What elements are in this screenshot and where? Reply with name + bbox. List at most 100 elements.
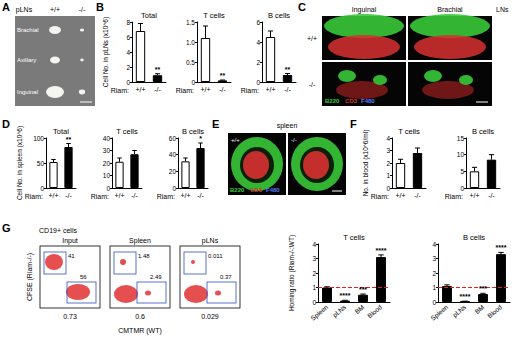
- svg-text:6: 6: [256, 19, 260, 26]
- svg-text:3: 3: [312, 255, 316, 262]
- svg-text:0.6: 0.6: [135, 313, 145, 320]
- svg-text:2: 2: [386, 160, 390, 167]
- svg-text:***: ***: [479, 285, 487, 292]
- svg-text:0.029: 0.029: [201, 313, 219, 320]
- svg-text:pLNs: pLNs: [451, 303, 468, 319]
- svg-text:2: 2: [126, 64, 130, 71]
- svg-text:Riam:: Riam:: [157, 193, 175, 200]
- svg-text:0: 0: [106, 185, 110, 192]
- svg-text:Riam:: Riam:: [25, 193, 43, 200]
- svg-text:+/+: +/+: [307, 35, 317, 42]
- svg-text:F480: F480: [361, 98, 375, 104]
- svg-text:+/+: +/+: [231, 137, 240, 143]
- svg-text:**: **: [155, 66, 161, 73]
- svg-text:CD3: CD3: [250, 187, 263, 193]
- svg-text:T cells: T cells: [398, 127, 420, 136]
- svg-text:4: 4: [386, 135, 390, 142]
- svg-text:+/+: +/+: [395, 192, 405, 199]
- svg-text:0.011: 0.011: [208, 253, 223, 259]
- svg-text:Cell No. in pLNs (x10^6): Cell No. in pLNs (x10^6): [102, 17, 110, 87]
- svg-text:20: 20: [103, 160, 111, 167]
- svg-text:-/-: -/-: [154, 86, 161, 93]
- svg-text:T cells: T cells: [116, 127, 138, 136]
- svg-text:+/+: +/+: [200, 86, 210, 93]
- svg-text:1.0: 1.0: [186, 39, 195, 46]
- svg-text:**: **: [285, 66, 291, 73]
- svg-text:spleen: spleen: [277, 122, 298, 130]
- svg-text:Riam:: Riam:: [371, 193, 389, 200]
- svg-text:+/+: +/+: [180, 192, 190, 199]
- svg-text:Blood: Blood: [366, 303, 384, 319]
- svg-text:B cells: B cells: [268, 11, 290, 20]
- svg-text:*: *: [199, 135, 202, 142]
- svg-text:50: 50: [37, 160, 45, 167]
- svg-text:CMTMR (WT): CMTMR (WT): [118, 327, 162, 335]
- svg-text:Cell No. in spleen (x10^6): Cell No. in spleen (x10^6): [16, 126, 24, 200]
- svg-text:BM: BM: [473, 303, 485, 315]
- svg-text:1.48: 1.48: [138, 253, 150, 259]
- svg-text:Homing ratio (Riam-/-:WT): Homing ratio (Riam-/-:WT): [288, 235, 296, 311]
- svg-text:**: **: [66, 136, 72, 143]
- svg-text:+/+: +/+: [50, 6, 60, 13]
- svg-text:Spleen: Spleen: [429, 303, 450, 322]
- svg-text:0.5: 0.5: [186, 59, 195, 66]
- svg-text:4: 4: [312, 241, 316, 248]
- svg-text:****: ****: [460, 293, 471, 300]
- svg-text:Brachial: Brachial: [437, 6, 463, 13]
- svg-text:T cells: T cells: [203, 11, 225, 20]
- svg-text:Axillary: Axillary: [17, 57, 36, 63]
- svg-text:-/-: -/-: [488, 192, 495, 199]
- svg-text:10: 10: [103, 172, 111, 179]
- svg-text:4: 4: [256, 39, 260, 46]
- svg-text:pLNs: pLNs: [331, 303, 348, 319]
- svg-text:A: A: [2, 1, 10, 13]
- svg-text:4: 4: [126, 49, 130, 56]
- svg-text:T cells: T cells: [343, 233, 365, 242]
- svg-text:-/-: -/-: [291, 137, 297, 143]
- svg-text:B: B: [96, 1, 104, 13]
- svg-text:41: 41: [68, 253, 75, 259]
- svg-text:2.49: 2.49: [150, 274, 162, 280]
- svg-text:***: ***: [359, 286, 367, 293]
- svg-text:F: F: [350, 118, 357, 130]
- svg-text:Riam:: Riam:: [241, 87, 259, 94]
- svg-text:0: 0: [40, 185, 44, 192]
- svg-text:Spleen: Spleen: [309, 303, 330, 322]
- svg-text:Riam:: Riam:: [445, 193, 463, 200]
- svg-text:0: 0: [432, 299, 436, 306]
- svg-text:100: 100: [33, 135, 44, 142]
- svg-text:Inguinal: Inguinal: [17, 89, 38, 95]
- svg-text:B220: B220: [325, 98, 340, 104]
- svg-text:0: 0: [191, 79, 195, 86]
- svg-text:pLNs: pLNs: [16, 6, 33, 14]
- svg-text:-/-: -/-: [197, 192, 204, 199]
- svg-text:Input: Input: [62, 237, 78, 245]
- svg-text:2: 2: [312, 270, 316, 277]
- svg-text:5: 5: [460, 168, 464, 175]
- svg-text:2: 2: [256, 59, 260, 66]
- svg-text:0.37: 0.37: [220, 274, 232, 280]
- svg-text:BM: BM: [353, 303, 365, 315]
- svg-text:+/+: +/+: [469, 192, 479, 199]
- svg-text:0: 0: [126, 79, 130, 86]
- svg-text:B220: B220: [230, 187, 245, 193]
- svg-text:3: 3: [386, 147, 390, 154]
- svg-text:0: 0: [172, 185, 176, 192]
- svg-text:D: D: [2, 118, 10, 130]
- svg-text:Blood: Blood: [486, 303, 504, 319]
- svg-text:0.73: 0.73: [63, 313, 77, 320]
- svg-text:+/+: +/+: [48, 192, 58, 199]
- svg-text:****: ****: [376, 247, 387, 254]
- svg-text:30: 30: [103, 147, 111, 154]
- svg-text:1: 1: [386, 172, 390, 179]
- svg-text:Inguinal: Inguinal: [352, 6, 377, 14]
- svg-text:1: 1: [432, 284, 436, 291]
- svg-text:**: **: [220, 72, 226, 79]
- svg-text:No. in blood (x10^6/ml): No. in blood (x10^6/ml): [362, 130, 370, 197]
- svg-text:40: 40: [103, 135, 111, 142]
- svg-text:-/-: -/-: [309, 81, 316, 88]
- svg-text:E: E: [212, 118, 219, 130]
- svg-text:1.5: 1.5: [186, 19, 195, 26]
- svg-text:10: 10: [457, 151, 465, 158]
- svg-text:F480: F480: [266, 187, 280, 193]
